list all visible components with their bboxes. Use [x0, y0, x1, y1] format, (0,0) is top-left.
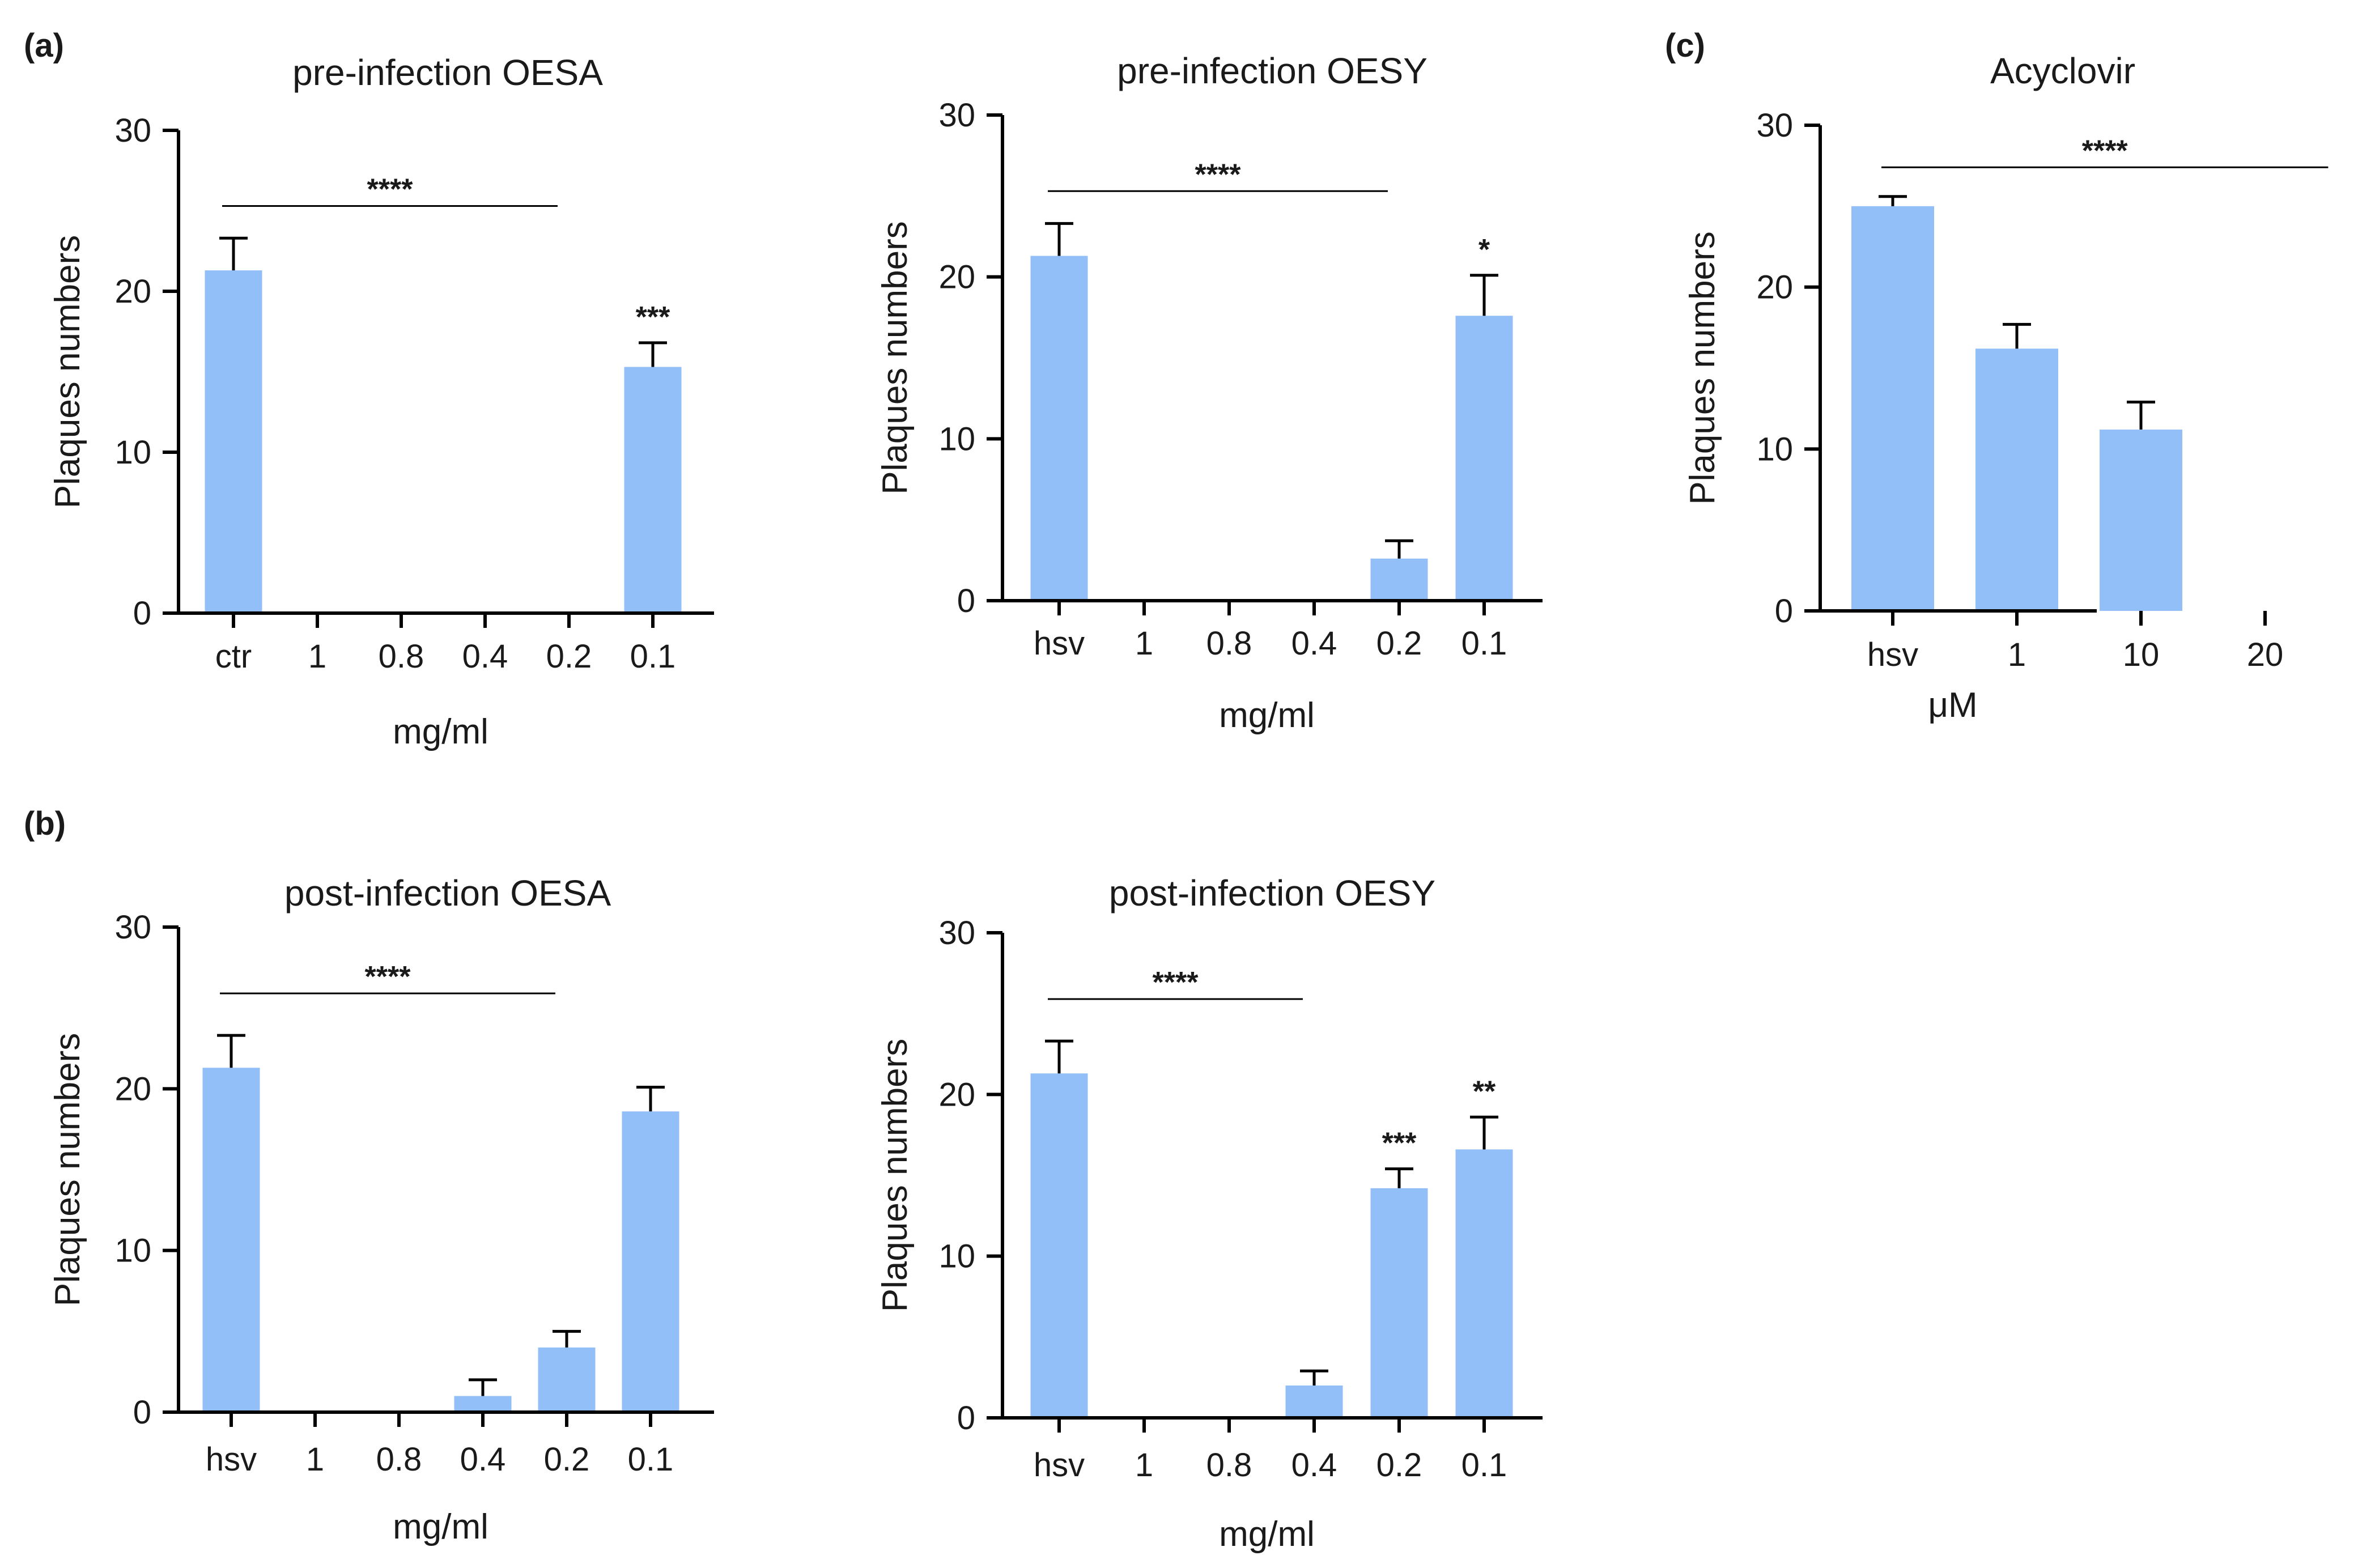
- bar: [1030, 256, 1088, 601]
- significance-bracket-label: ****: [2082, 134, 2128, 167]
- significance-marker: *: [1478, 233, 1490, 266]
- y-tick-label: 20: [114, 273, 151, 310]
- y-tick-label: 30: [938, 97, 975, 134]
- x-tick-label: 0.2: [544, 1441, 590, 1478]
- y-tick-label: 0: [133, 595, 151, 632]
- chart-b1: (b) post-infection OESA 0 10 20 30 Plaques num…: [24, 805, 714, 1546]
- chart-title: pre-infection OESA: [292, 52, 603, 93]
- bar: [538, 1347, 596, 1412]
- bar: [454, 1396, 512, 1412]
- x-tick-label: 0.2: [1376, 625, 1422, 662]
- x-axis-label: mg/ml: [1219, 1515, 1315, 1554]
- bar: [202, 1068, 260, 1412]
- x-tick-label: 1: [306, 1441, 324, 1478]
- bar: [1975, 349, 2058, 611]
- bar: [1030, 1073, 1088, 1418]
- x-tick-label: hsv: [206, 1441, 257, 1478]
- x-tick-label: hsv: [1034, 1447, 1085, 1484]
- x-tick-label: 0.8: [376, 1441, 422, 1478]
- y-tick-label: 10: [938, 420, 975, 457]
- significance-bracket-label: ****: [1153, 966, 1199, 999]
- x-tick-label: 1: [1135, 625, 1153, 662]
- x-tick-label: hsv: [1867, 636, 1918, 673]
- chart-a1: (a) pre-infection OESA 0 10 20 30 Plaques numb…: [24, 27, 714, 751]
- y-tick-label: 20: [114, 1070, 151, 1107]
- y-tick-label: 10: [114, 1233, 151, 1269]
- x-tick-label: 0.4: [1291, 625, 1337, 662]
- significance-bracket-label: ****: [1195, 158, 1242, 191]
- significance-bracket-label: ****: [365, 961, 411, 993]
- y-axis-label: Plaques numbers: [48, 235, 87, 509]
- chart-title: pre-infection OESY: [1117, 50, 1427, 91]
- y-tick-label: 30: [938, 915, 975, 951]
- y-tick-label: 20: [938, 259, 975, 296]
- y-tick-label: 0: [957, 583, 975, 619]
- chart-c: (c) Acyclovir 0 10 20 30 Plaques numbers hsv 1 10…: [1665, 27, 2329, 725]
- chart-title: post-infection OESY: [1109, 873, 1435, 913]
- y-tick-label: 30: [114, 112, 151, 149]
- x-tick-label: 0.8: [1206, 625, 1252, 662]
- y-tick-label: 20: [938, 1076, 975, 1113]
- x-tick-label: 0.8: [1206, 1447, 1252, 1484]
- x-tick-label: 10: [2123, 636, 2160, 673]
- panel-label: (c): [1665, 27, 1705, 64]
- chart-title: post-infection OESA: [284, 873, 611, 913]
- x-tick-label: 1: [308, 638, 326, 675]
- bar: [1455, 316, 1513, 601]
- panel-label: (a): [24, 27, 64, 64]
- x-tick-label: 0.4: [462, 638, 508, 675]
- x-tick-label: 1: [1135, 1447, 1153, 1484]
- y-tick-label: 0: [1775, 593, 1793, 630]
- x-axis-label: μM: [1928, 686, 1977, 725]
- y-axis-label: Plaques numbers: [876, 1039, 915, 1312]
- x-tick-label: 0.4: [1291, 1447, 1337, 1484]
- x-tick-label: 0.2: [546, 638, 592, 675]
- bar: [624, 367, 682, 613]
- x-axis-label: mg/ml: [393, 1507, 488, 1546]
- y-tick-label: 20: [1756, 269, 1793, 306]
- bar: [1370, 558, 1428, 601]
- significance-bracket-label: ****: [367, 173, 414, 206]
- bar: [205, 270, 262, 614]
- y-axis-label: Plaques numbers: [876, 221, 915, 495]
- x-tick-label: hsv: [1034, 625, 1085, 662]
- x-tick-label: 0.2: [1376, 1447, 1422, 1484]
- chart-a2: pre-infection OESY 0 10 20 30 Plaques numbers…: [876, 50, 1543, 735]
- y-tick-label: 10: [1756, 431, 1793, 468]
- x-tick-label: 0.8: [379, 638, 424, 675]
- x-axis-label: mg/ml: [1219, 696, 1315, 735]
- significance-marker: ***: [1382, 1127, 1417, 1160]
- bar: [1285, 1385, 1343, 1418]
- bar: [2100, 430, 2182, 611]
- x-tick-label: 20: [2247, 636, 2284, 673]
- x-tick-label: 0.1: [1461, 1447, 1507, 1484]
- y-axis-label: Plaques numbers: [1683, 231, 1722, 505]
- y-tick-label: 10: [938, 1238, 975, 1275]
- bar: [1851, 206, 1934, 611]
- x-tick-label: 0.4: [460, 1441, 506, 1478]
- y-tick-label: 30: [114, 909, 151, 946]
- y-tick-label: 10: [114, 434, 151, 471]
- bar: [1455, 1149, 1513, 1418]
- significance-marker: ***: [636, 301, 670, 334]
- panel-label: (b): [24, 805, 66, 842]
- x-tick-label: 0.1: [1461, 625, 1507, 662]
- x-tick-label: 0.1: [628, 1441, 674, 1478]
- chart-b2: post-infection OESY 0 10 20 30 Plaques number…: [876, 873, 1543, 1554]
- chart-title: Acyclovir: [1990, 50, 2135, 91]
- y-tick-label: 30: [1756, 107, 1793, 144]
- y-tick-label: 0: [957, 1400, 975, 1437]
- y-tick-label: 0: [133, 1394, 151, 1431]
- x-tick-label: ctr: [215, 638, 252, 675]
- x-axis-label: mg/ml: [393, 712, 488, 751]
- bar: [1370, 1188, 1428, 1418]
- bar: [622, 1111, 679, 1412]
- y-axis-label: Plaques numbers: [48, 1033, 87, 1307]
- x-tick-label: 0.1: [630, 638, 676, 675]
- x-tick-label: 1: [2008, 636, 2026, 673]
- significance-marker: **: [1473, 1075, 1496, 1108]
